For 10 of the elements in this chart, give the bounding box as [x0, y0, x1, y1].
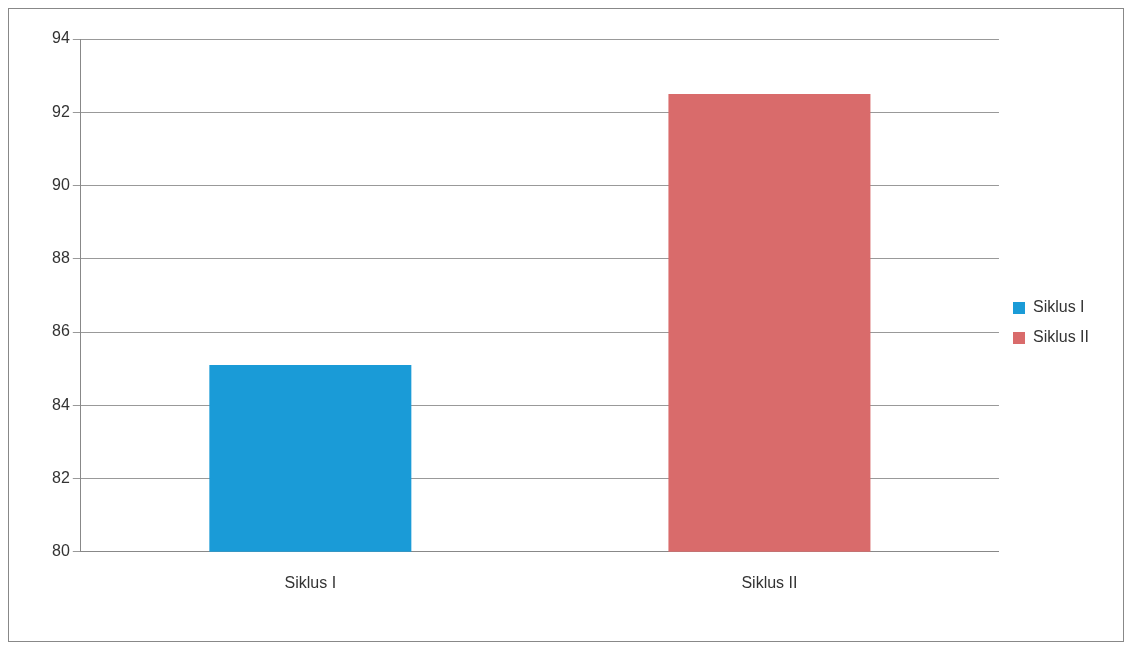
- y-tick-label: 88: [52, 249, 70, 267]
- y-tick-label: 92: [52, 102, 70, 120]
- legend-label: Siklus II: [1032, 328, 1089, 346]
- y-tick-label: 80: [52, 542, 70, 560]
- y-tick-label: 94: [52, 29, 70, 47]
- legend-label: Siklus I: [1032, 298, 1085, 316]
- y-tick-label: 82: [52, 468, 70, 486]
- y-tick-label: 86: [52, 322, 70, 340]
- y-tick-label: 90: [52, 175, 70, 193]
- y-tick-label: 84: [52, 395, 70, 413]
